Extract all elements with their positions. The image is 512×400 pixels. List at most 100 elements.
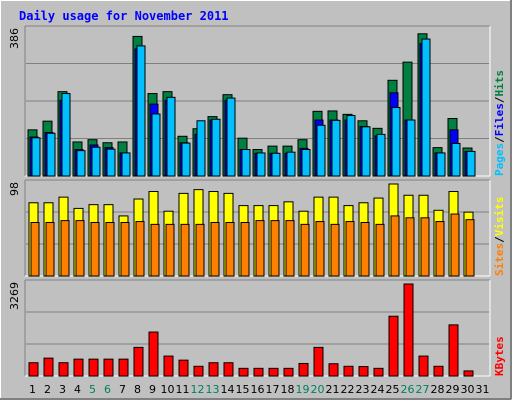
bar-sites-day-1 [30,221,40,277]
bar-kbytes-day-21 [328,363,339,377]
legend-separator: / [493,136,506,143]
x-tick-day-12: 12 [191,383,205,396]
bar-sites-day-30 [465,219,475,277]
bar-kbytes-day-12 [193,365,204,377]
bar-sites-day-19 [300,223,310,277]
bar-kbytes-day-19 [298,362,309,377]
bar-pages-day-5 [91,146,101,177]
bar-pages-day-26 [406,119,416,177]
bar-sites-day-22 [345,221,355,277]
x-tick-day-1: 1 [29,383,36,396]
x-tick-day-31: 31 [476,383,490,396]
bar-kbytes-day-3 [58,362,69,377]
bar-sites-day-3 [60,220,70,277]
bar-pages-day-20 [316,124,326,177]
x-tick-day-15: 15 [236,383,250,396]
bar-kbytes-day-17 [268,367,279,377]
bar-kbytes-day-6 [103,358,114,377]
x-tick-day-16: 16 [251,383,265,396]
bar-sites-day-11 [180,223,190,277]
bar-pages-day-25 [391,107,401,177]
x-tick-day-25: 25 [386,383,400,396]
bar-sites-day-13 [210,221,220,277]
x-tick-day-29: 29 [446,383,460,396]
bar-pages-day-28 [436,152,446,177]
bar-pages-day-4 [76,150,86,177]
bar-kbytes-day-23 [358,366,369,377]
x-tick-day-24: 24 [371,383,385,396]
x-tick-day-27: 27 [416,383,430,396]
bar-sites-day-26 [405,217,415,277]
legend-sites: Sites [493,243,506,276]
bar-pages-day-2 [46,132,56,177]
bar-sites-day-15 [240,221,250,277]
bar-sites-day-21 [330,223,340,277]
x-tick-day-3: 3 [59,383,66,396]
bar-pages-day-15 [241,149,251,177]
legend-hits: Hits [493,70,506,97]
bar-sites-day-4 [75,220,85,277]
panel-kbytes: 3269 KBytes [8,279,506,377]
bar-kbytes-day-11 [178,359,189,377]
bar-sites-day-28 [435,221,445,277]
bar-sites-day-10 [165,223,175,277]
x-axis-labels: 1 2 3 4 5 6 7 8 9 10 11 12 13 14 15 16 17 18 19 20 21 22 23 24 2… [29,383,490,396]
bar-sites-day-8 [135,221,145,277]
bar-kbytes-day-22 [343,365,354,377]
bar-sites-day-12 [195,223,205,277]
bar-kbytes-day-27 [418,355,429,377]
legend-files: Files [493,103,506,136]
x-tick-day-6: 6 [104,383,111,396]
bar-pages-day-9 [151,113,161,177]
bar-kbytes-day-20 [313,346,324,377]
bar-kbytes-day-10 [163,355,174,377]
x-tick-day-22: 22 [341,383,355,396]
bar-sites-day-18 [285,220,295,277]
panel-legend: Pages/Files/Hits [493,70,506,176]
bar-kbytes-day-14 [223,362,234,377]
bar-kbytes-day-9 [148,331,159,377]
bar-kbytes-day-16 [253,367,264,377]
legend-visits: Visits [493,197,506,237]
bar-pages-day-19 [301,149,311,177]
bar-sites-day-20 [315,221,325,277]
bar-pages-day-14 [226,97,236,177]
bar-kbytes-day-13 [208,362,219,377]
bar-kbytes-day-25 [388,315,399,377]
legend-separator: / [493,236,506,243]
bar-kbytes-day-8 [133,346,144,377]
bar-pages-day-16 [256,152,266,177]
bar-pages-day-18 [286,151,296,177]
bar-pages-day-29 [451,142,461,177]
bar-sites-day-14 [225,221,235,277]
x-tick-day-26: 26 [401,383,415,396]
bar-sites-day-24 [375,223,385,277]
bar-kbytes-day-24 [373,367,384,377]
bar-pages-day-24 [376,133,386,177]
bar-kbytes-day-30 [463,370,474,377]
bar-sites-day-9 [150,223,160,277]
x-tick-day-20: 20 [311,383,325,396]
bar-pages-day-8 [136,45,146,177]
bar-kbytes-day-26 [403,283,414,377]
bar-sites-day-29 [450,213,460,277]
bar-pages-day-27 [421,38,431,177]
bar-kbytes-day-7 [118,358,129,377]
y-axis-max-label: 3269 [8,282,21,310]
bar-sites-day-25 [390,215,400,277]
bar-sites-day-5 [90,221,100,277]
x-tick-day-30: 30 [461,383,475,396]
x-tick-day-28: 28 [431,383,445,396]
x-tick-day-9: 9 [149,383,156,396]
bar-kbytes-day-15 [238,367,249,377]
bar-kbytes-day-5 [88,358,99,377]
legend-kbytes: KBytes [493,336,506,376]
bar-sites-day-7 [120,221,130,277]
bar-sites-day-6 [105,221,115,277]
bar-pages-day-3 [61,93,71,177]
bar-pages-day-23 [361,126,371,177]
bar-pages-day-6 [106,148,116,177]
x-tick-day-5: 5 [89,383,96,396]
